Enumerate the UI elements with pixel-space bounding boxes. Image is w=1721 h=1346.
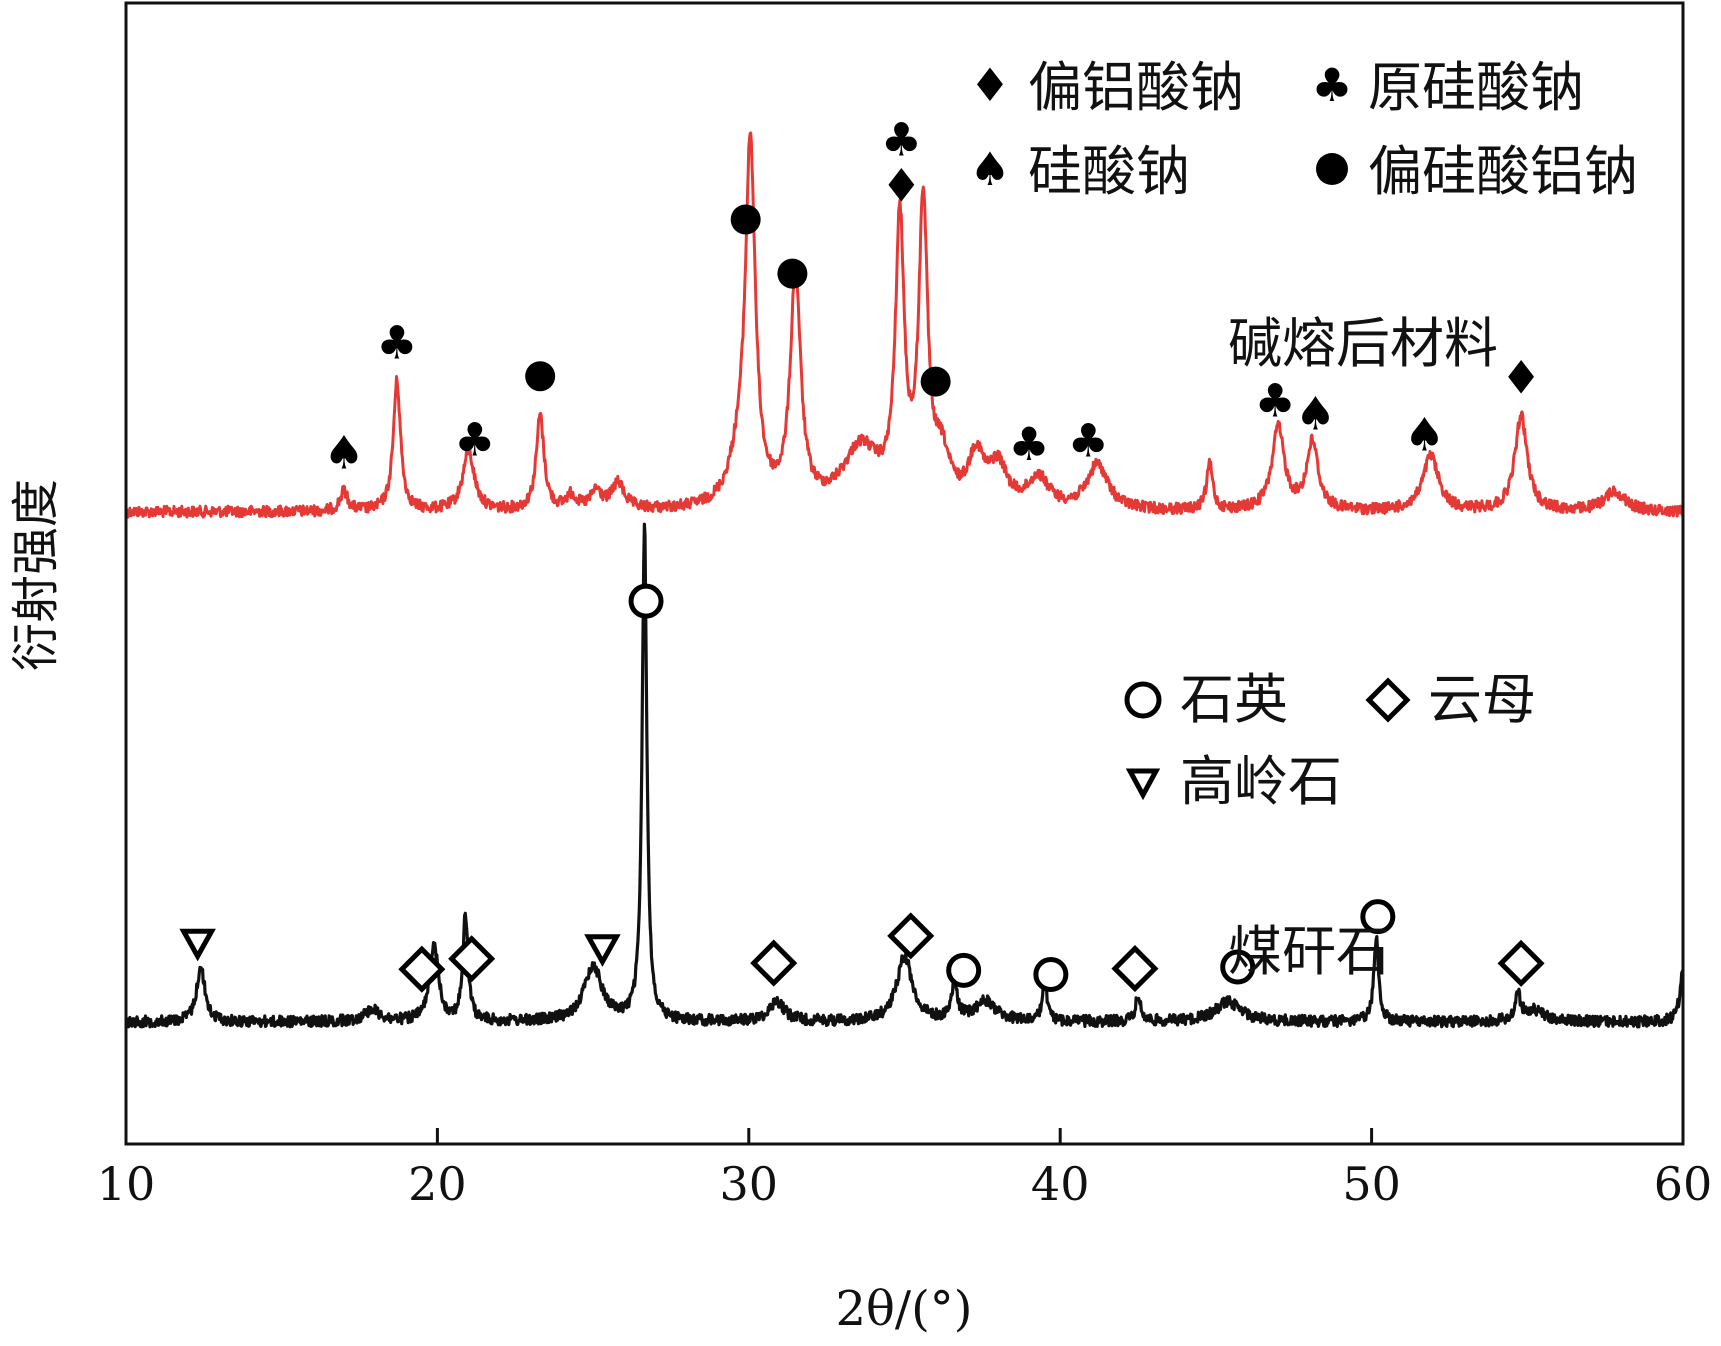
open-diamond-marker-icon: [1497, 939, 1545, 987]
open-diamond-marker-icon: [398, 945, 446, 993]
club-marker-icon: ♣: [454, 412, 495, 466]
triangle-marker-icon: [179, 928, 216, 962]
series-line-alkali-fused: [124, 131, 1685, 519]
legend-label: 原硅酸钠: [1368, 56, 1584, 119]
plot-area: [124, 131, 1685, 1029]
legend-circle-icon: [1124, 681, 1162, 719]
circle-marker-icon: [1220, 949, 1256, 985]
legend-club-icon: ♣: [1311, 58, 1352, 112]
legend-label: 石英: [1180, 668, 1288, 731]
legend-label: 偏硅酸铝钠: [1368, 140, 1638, 203]
open-diamond-marker-icon: [887, 912, 935, 960]
open-diamond-marker-icon: [1111, 945, 1159, 993]
circle-marker-icon: [1360, 899, 1396, 935]
plot-frame: [124, 1, 1685, 1146]
club-marker-icon: ♣: [881, 112, 922, 166]
legend-label: 硅酸钠: [1028, 140, 1190, 203]
club-marker-icon: ♣: [1008, 417, 1049, 471]
legend-dot-icon: [1316, 153, 1348, 185]
legend-open-diamond-icon: [1365, 677, 1411, 723]
open-diamond-marker-icon: [750, 939, 798, 987]
legend-diamond-icon: ♦: [969, 58, 1010, 112]
x-tick-label: 20: [408, 1157, 467, 1211]
legend-label: 高岭石: [1180, 750, 1342, 813]
x-tick-label: 50: [1342, 1157, 1401, 1211]
circle-marker-icon: [946, 952, 982, 988]
diamond-marker-icon: ♦: [881, 158, 922, 212]
spade-marker-icon: ♠: [1295, 386, 1336, 440]
dot-marker-icon: [730, 204, 761, 235]
x-axis-label: 2θ/(°): [835, 1281, 972, 1337]
club-marker-icon: ♣: [1254, 374, 1295, 428]
series-line-coal-gangue: [124, 522, 1685, 1029]
dot-marker-icon: [525, 361, 556, 392]
diamond-marker-icon: ♦: [1500, 351, 1541, 405]
club-marker-icon: ♣: [376, 316, 417, 370]
dot-marker-icon: [920, 366, 951, 397]
spade-marker-icon: ♠: [1404, 407, 1445, 461]
open-diamond-marker-icon: [448, 935, 496, 983]
x-axis-ticks: 10 20 30 40 50 60: [97, 1128, 1713, 1211]
spade-marker-icon: ♠: [323, 425, 364, 479]
peak-markers: ♠♣♣♦♣♣ ♣♣ ♠ ♠♦: [179, 112, 1545, 993]
x-tick-label: 40: [1031, 1157, 1090, 1211]
club-marker-icon: ♣: [1068, 414, 1109, 468]
x-tick-label: 60: [1654, 1157, 1713, 1211]
x-tick-label: 10: [97, 1157, 156, 1211]
legend-raw: 石英 云母 高岭石: [1124, 668, 1536, 813]
curve-label-gangue: 煤矸石: [1228, 920, 1390, 983]
y-axis-label: 衍射强度: [8, 479, 64, 671]
legend-spade-icon: ♠: [969, 142, 1010, 196]
triangle-marker-icon: [584, 934, 621, 967]
legend-label: 偏铝酸钠: [1028, 56, 1244, 119]
legend-triangle-icon: [1125, 768, 1161, 801]
x-tick-label: 30: [720, 1157, 779, 1211]
curve-label-alkali: 碱熔后材料: [1228, 312, 1498, 375]
circle-marker-icon: [628, 583, 664, 619]
legend-label: 云母: [1428, 668, 1536, 731]
dot-marker-icon: [777, 258, 808, 289]
circle-marker-icon: [1033, 956, 1069, 992]
legend-alkali: ♦ 偏铝酸钠 ♣ 原硅酸钠 ♠ 硅酸钠 偏硅酸铝钠: [969, 56, 1638, 203]
